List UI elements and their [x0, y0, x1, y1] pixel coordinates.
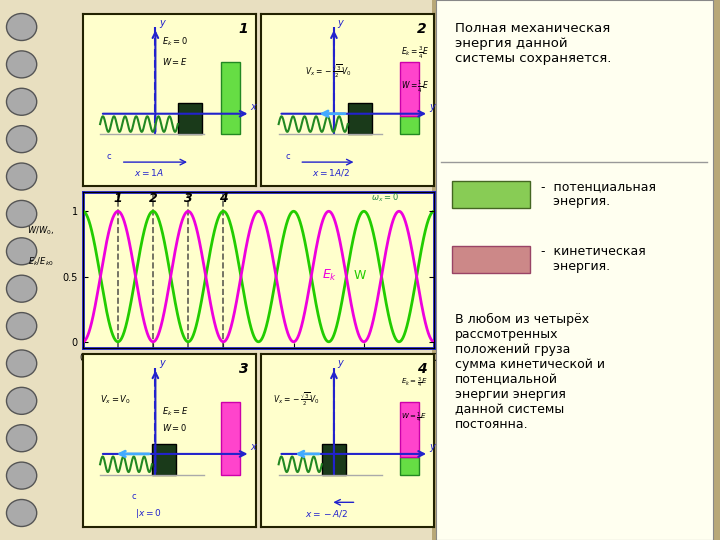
Bar	[348, 103, 372, 134]
Text: y: y	[338, 358, 343, 368]
Bar	[152, 443, 176, 475]
Text: $E_k=\frac{3}{4}E$: $E_k=\frac{3}{4}E$	[401, 45, 430, 61]
Text: $W=\frac{1}{4}E$: $W=\frac{1}{4}E$	[401, 79, 429, 96]
Text: -  кинетическая
   энергия.: - кинетическая энергия.	[541, 245, 646, 273]
Ellipse shape	[6, 350, 37, 377]
Text: $V_x = V_0$: $V_x = V_0$	[100, 393, 131, 406]
Ellipse shape	[6, 88, 37, 115]
Ellipse shape	[6, 275, 37, 302]
Text: $E_k=\frac{3}{4}E$: $E_k=\frac{3}{4}E$	[401, 376, 428, 390]
Text: 4: 4	[219, 192, 228, 205]
Ellipse shape	[6, 51, 37, 78]
Text: $E_k = 0$: $E_k = 0$	[162, 36, 188, 48]
Text: 1: 1	[114, 192, 122, 205]
Text: $W=\frac{1}{4}E$: $W=\frac{1}{4}E$	[401, 410, 427, 424]
Text: $W/W_0,$: $W/W_0,$	[27, 225, 54, 237]
Ellipse shape	[6, 313, 37, 340]
Text: W: W	[354, 269, 366, 282]
Ellipse shape	[6, 425, 37, 452]
Text: c: c	[107, 152, 112, 161]
Text: $E_k = E$: $E_k = E$	[162, 405, 189, 417]
Text: x: x	[251, 102, 256, 112]
Text: 2: 2	[149, 192, 158, 205]
Text: $E_k$: $E_k$	[322, 268, 337, 284]
Text: $x = -A/2$: $x = -A/2$	[305, 508, 348, 518]
Bar	[400, 456, 418, 475]
Bar	[322, 443, 346, 475]
Text: 1: 1	[239, 22, 248, 36]
Ellipse shape	[6, 14, 37, 40]
Ellipse shape	[6, 387, 37, 414]
Text: $V_x=-\frac{\sqrt{3}}{2}V_0$: $V_x=-\frac{\sqrt{3}}{2}V_0$	[305, 62, 351, 80]
Text: $W = E$: $W = E$	[162, 56, 188, 68]
Ellipse shape	[6, 500, 37, 526]
Text: 2: 2	[418, 22, 427, 36]
Text: y: y	[429, 442, 435, 453]
Text: $|x = 0$: $|x = 0$	[135, 507, 162, 520]
Text: x: x	[251, 442, 256, 453]
Bar	[400, 402, 418, 456]
Text: y: y	[338, 18, 343, 28]
Ellipse shape	[6, 200, 37, 227]
Text: 3: 3	[184, 192, 192, 205]
Bar	[221, 62, 240, 134]
Text: В любом из четырёх
рассмотренных
положений груза
сумма кинетической и
потенциаль: В любом из четырёх рассмотренных положен…	[455, 313, 605, 431]
Bar	[452, 246, 530, 273]
Text: $\omega_x=0$: $\omega_x=0$	[371, 192, 399, 204]
Ellipse shape	[6, 126, 37, 153]
Text: $V_x=-\frac{\sqrt{3}}{2}V_0$: $V_x=-\frac{\sqrt{3}}{2}V_0$	[274, 390, 320, 408]
Text: $x = 1A$: $x = 1A$	[133, 167, 163, 178]
Bar	[400, 116, 418, 134]
X-axis label: t, c: t, c	[251, 364, 266, 375]
Text: $E_k/E_{k0}$: $E_k/E_{k0}$	[28, 256, 53, 268]
Text: c: c	[131, 492, 136, 501]
Ellipse shape	[6, 462, 37, 489]
Text: y: y	[429, 102, 435, 112]
Text: y: y	[159, 18, 165, 28]
Text: $W = 0$: $W = 0$	[162, 422, 187, 434]
Text: Полная механическая
энергия данной
системы сохраняется.: Полная механическая энергия данной систе…	[455, 22, 611, 65]
Text: 3: 3	[239, 362, 248, 376]
Text: -  потенциальная
   энергия.: - потенциальная энергия.	[541, 180, 656, 208]
Bar	[221, 402, 240, 475]
Ellipse shape	[6, 163, 37, 190]
Text: y: y	[159, 358, 165, 368]
Bar	[452, 181, 530, 208]
Bar	[400, 62, 418, 116]
Text: $x = 1A/2$: $x = 1A/2$	[312, 167, 349, 178]
Text: 4: 4	[418, 362, 427, 376]
Bar	[178, 103, 202, 134]
Ellipse shape	[6, 238, 37, 265]
Text: c: c	[286, 152, 290, 161]
